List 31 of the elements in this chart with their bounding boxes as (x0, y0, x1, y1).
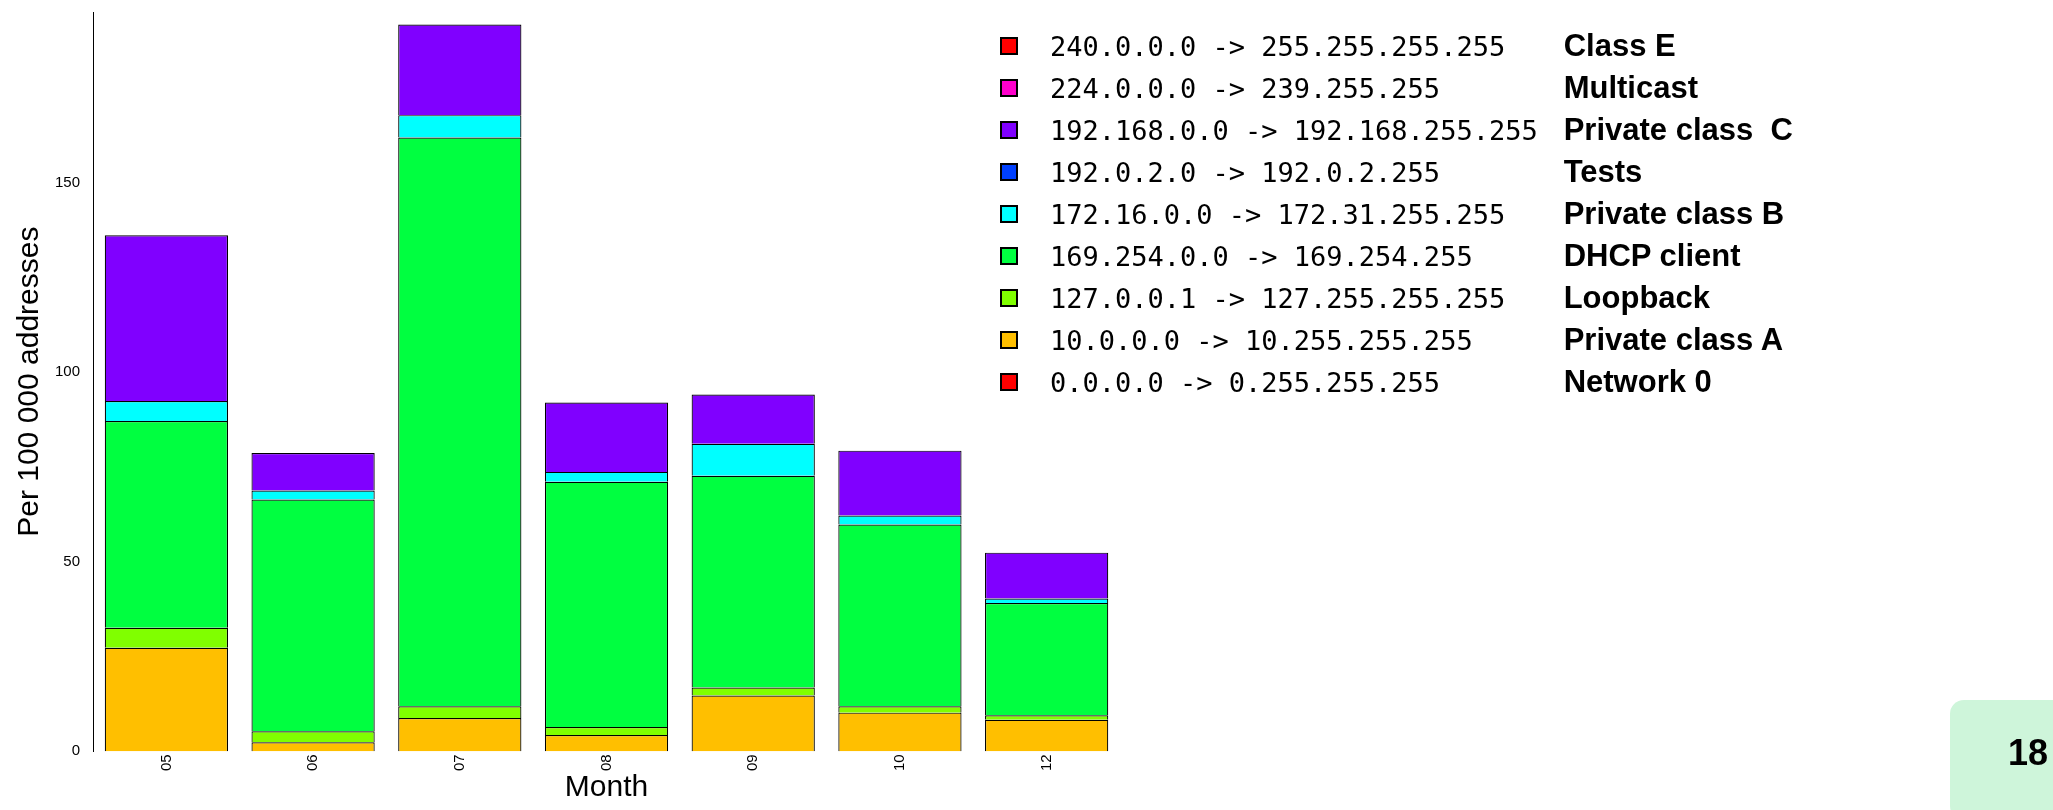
y-tick-label: 150 (55, 172, 81, 190)
text: Multicast (1563, 70, 1700, 106)
x-tick-label: 12 (1036, 754, 1054, 771)
legend-label: 172.16.0.0 -> 172.31.255.255 (1050, 198, 1507, 230)
y-tick-label: 0 (71, 741, 81, 759)
text: 18 (2008, 732, 2049, 774)
x-tick-label: 08 (596, 754, 614, 771)
legend-label: 224.0.0.0 -> 239.255.255 (1050, 72, 1442, 104)
text: Private class A (1563, 322, 1785, 358)
text: Private class B (1563, 196, 1786, 232)
x-tick-label: 05 (156, 754, 174, 771)
legend-label: 169.254.0.0 -> 169.254.255 (1050, 240, 1474, 272)
legend-label: 192.168.0.0 -> 192.168.255.255 (1050, 114, 1538, 146)
x-tick-label: 06 (303, 754, 321, 771)
legend-label: 10.0.0.0 -> 10.255.255.255 (1050, 324, 1474, 356)
legend-label: 240.0.0.0 -> 255.255.255.255 (1050, 30, 1507, 62)
text: Tests (1563, 154, 1644, 190)
y-tick-label: 100 (55, 362, 81, 380)
y-axis-title: Per 100 000 addresses (11, 226, 45, 537)
y-tick-label: 50 (63, 551, 81, 569)
x-tick-label: 10 (890, 754, 908, 771)
x-tick-label: 09 (743, 754, 761, 771)
legend-label: 0.0.0.0 -> 0.255.255.255 (1050, 366, 1442, 398)
text: Loopback (1563, 280, 1712, 316)
text: Class E (1563, 28, 1677, 64)
text: Network 0 (1563, 364, 1713, 400)
text: Private class C (1563, 112, 1793, 148)
text: DHCP client (1563, 238, 1742, 274)
legend-label: 127.0.0.1 -> 127.255.255.255 (1050, 282, 1507, 314)
x-tick-label: 07 (449, 754, 467, 771)
legend-label: 192.0.2.0 -> 192.0.2.255 (1050, 156, 1442, 188)
